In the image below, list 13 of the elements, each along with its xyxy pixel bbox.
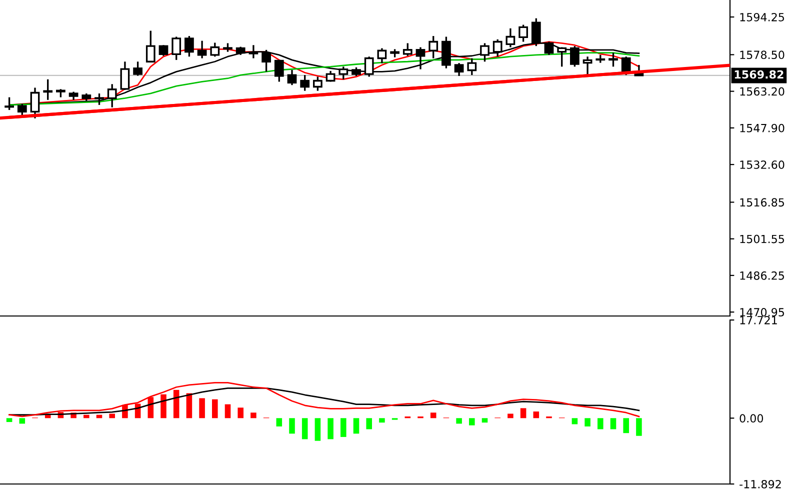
- y-tick-label: 1547.90: [740, 124, 784, 132]
- y-tick-label: 1578.50: [740, 50, 784, 60]
- y-tick-label: -11.892: [740, 480, 781, 488]
- y-tick-label: 0.00: [740, 414, 764, 423]
- y-tick-label: 1501.55: [740, 234, 784, 244]
- y-tick-label: 1486.25: [740, 271, 784, 280]
- ref-line-label: 1569.82: [734, 70, 784, 79]
- y-tick-label: 17.721: [740, 316, 777, 324]
- y-tick-label: 1516.85: [740, 198, 784, 207]
- y-tick-label: 1470.95: [740, 308, 784, 316]
- y-tick-label: 1594.25: [740, 12, 784, 22]
- y-tick-label: 1532.60: [740, 160, 784, 169]
- y-tick-label: 1563.20: [740, 87, 784, 96]
